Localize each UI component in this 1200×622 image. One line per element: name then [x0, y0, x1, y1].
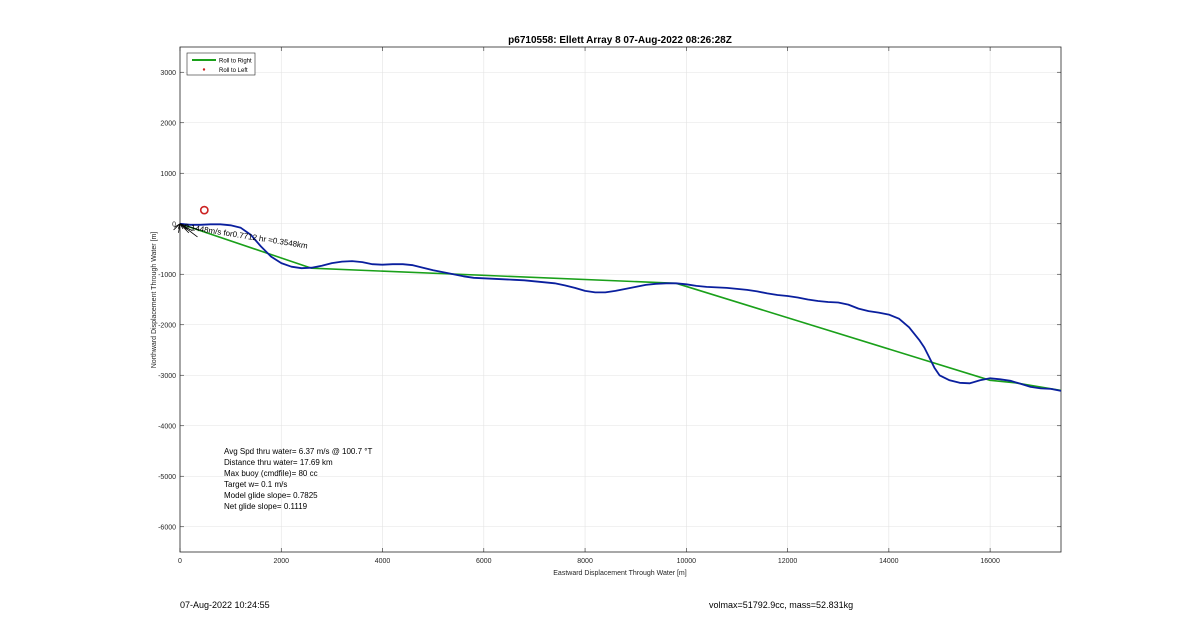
x-axis-ticks: 0 2000 4000 6000 8000 10000 12000 14000 16000	[178, 47, 1000, 565]
y-tick-label: 1000	[160, 171, 176, 178]
series-line-1	[179, 222, 1062, 392]
y-tick-label: 3000	[160, 70, 176, 77]
legend-label-roll-to-right: Roll to Right	[219, 59, 252, 65]
x-tick-label: 14000	[879, 558, 899, 565]
y-tick-label: -1000	[158, 272, 176, 279]
axes	[179, 46, 1062, 553]
x-tick-label: 10000	[677, 558, 697, 565]
start-vector	[173, 223, 181, 231]
stat-max-buoy: Max buoy (cmdfile)= 80 cc	[224, 469, 318, 478]
chart-title: p6710558: Ellett Array 8 07-Aug-2022 08:…	[508, 35, 732, 46]
y-tick-label: -6000	[158, 524, 176, 531]
x-tick-label: 2000	[273, 558, 289, 565]
start-vector	[178, 223, 181, 233]
y-tick-label: -5000	[158, 474, 176, 481]
x-axis-label: Eastward Displacement Through Water [m]	[553, 570, 686, 577]
y-tick-label: 0	[172, 221, 176, 228]
legend: Roll to Right Roll to Left	[186, 52, 256, 76]
y-axis-label: Northward Displacement Through Water [m]	[151, 232, 158, 369]
legend-swatch-roll-to-left	[202, 68, 206, 71]
start-vector	[179, 223, 198, 238]
legend-label-roll-to-left: Roll to Left	[219, 68, 248, 74]
y-tick-label: -3000	[158, 373, 176, 380]
position-marker	[199, 205, 209, 215]
y-tick-label: -4000	[158, 423, 176, 430]
y-axis-ticks: 3000 2000 1000 0 -1000 -2000 -3000 -4000 -5000 -6…	[158, 70, 1061, 531]
plot-area-frame	[179, 46, 1062, 553]
footer-volume-mass: volmax=51792.9cc, mass=52.831kg	[709, 600, 854, 610]
x-tick-label: 0	[178, 558, 182, 565]
stat-distance: Distance thru water= 17.69 km	[224, 458, 333, 467]
x-tick-label: 16000	[980, 558, 1000, 565]
stats-block: Avg Spd thru water= 6.37 m/s @ 100.7 °T …	[224, 447, 372, 511]
series-layer	[179, 222, 1062, 392]
footer-timestamp: 07-Aug-2022 10:24:55	[180, 600, 270, 610]
stat-avg-speed: Avg Spd thru water= 6.37 m/s @ 100.7 °T	[224, 447, 372, 456]
stat-net-glide-slope: Net glide slope= 0.1119	[224, 502, 308, 511]
x-tick-label: 12000	[778, 558, 798, 565]
grid	[179, 47, 1061, 552]
x-tick-label: 6000	[476, 558, 492, 565]
x-tick-label: 8000	[577, 558, 593, 565]
stat-target-w: Target w= 0.1 m/s	[224, 480, 287, 489]
y-tick-label: -2000	[158, 322, 176, 329]
y-tick-label: 2000	[160, 120, 176, 127]
x-tick-label: 4000	[375, 558, 391, 565]
marker-layer	[173, 205, 209, 238]
stat-model-glide-slope: Model glide slope= 0.7825	[224, 491, 318, 500]
start-vector	[179, 223, 201, 231]
